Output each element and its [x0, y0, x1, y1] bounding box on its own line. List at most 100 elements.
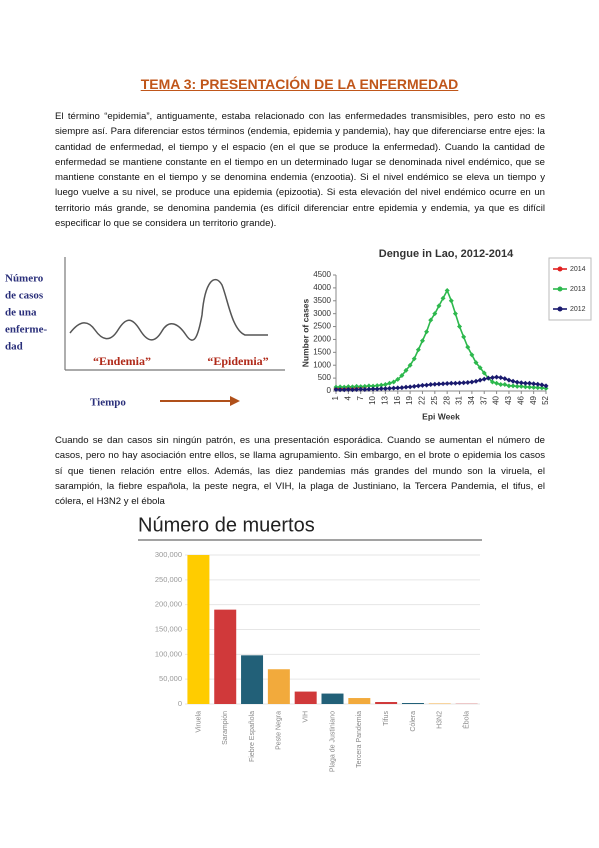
bar	[241, 655, 264, 704]
marker	[391, 379, 397, 385]
marker	[440, 381, 446, 387]
y-tick-label: 0	[327, 386, 332, 395]
marker	[391, 385, 397, 391]
y-tick-label: 50,000	[159, 674, 182, 683]
endemia-label: “Endemia”	[93, 354, 151, 368]
x-tick-label: 31	[455, 395, 464, 404]
marker	[366, 383, 372, 389]
marker	[448, 298, 454, 304]
y-tick-label: 2000	[313, 335, 331, 344]
x-tick-label: 4	[343, 395, 352, 400]
marker	[473, 378, 479, 384]
y-tick-label: 200,000	[155, 600, 182, 609]
y-tick-label: 3000	[313, 309, 331, 318]
marker	[424, 382, 430, 388]
marker	[354, 386, 360, 392]
marker	[444, 381, 450, 387]
marker	[465, 344, 471, 350]
marker	[436, 381, 442, 387]
marker	[461, 334, 467, 340]
marker	[432, 381, 438, 387]
marker	[473, 360, 479, 366]
y-label: de casos	[5, 290, 44, 302]
marker	[382, 386, 388, 392]
marker	[374, 383, 380, 389]
x-tick-label: 34	[467, 395, 476, 404]
marker	[457, 380, 463, 386]
y-tick-label: 100,000	[155, 649, 182, 658]
x-tick-label: 19	[405, 395, 414, 404]
marker	[510, 383, 516, 389]
marker	[436, 303, 442, 309]
marker	[333, 386, 339, 392]
x-tick-label: 43	[504, 395, 513, 404]
marker	[489, 375, 495, 381]
marker	[366, 386, 372, 392]
x-tick-label: 10	[368, 395, 377, 404]
marker	[403, 384, 409, 390]
bar	[214, 609, 237, 704]
y-tick-label: 1500	[313, 347, 331, 356]
marker	[485, 375, 491, 381]
marker	[378, 382, 384, 388]
y-label: enferme-	[5, 324, 47, 336]
bar	[348, 698, 371, 704]
marker	[444, 287, 450, 293]
x-tick-label: 46	[516, 395, 525, 404]
marker	[428, 382, 434, 388]
legend-label: 2014	[570, 266, 586, 273]
marker	[370, 386, 376, 392]
marker	[514, 379, 520, 385]
x-tick-label: 25	[430, 395, 439, 404]
marker	[498, 382, 504, 388]
x-tick-label: 13	[381, 395, 390, 404]
curve	[69, 278, 268, 341]
marker	[469, 352, 475, 358]
marker	[432, 311, 438, 317]
marker	[477, 377, 483, 383]
y-tick-label: 150,000	[155, 624, 182, 633]
marker	[419, 382, 425, 388]
marker	[358, 384, 364, 390]
marker	[494, 380, 500, 386]
y-tick-label: 0	[178, 699, 182, 708]
y-tick-label: 1000	[313, 360, 331, 369]
deaths-chart: Número de muertos 0 50,000 100,000 150,000 20…	[138, 514, 482, 772]
marker	[527, 380, 533, 386]
marker	[374, 386, 380, 392]
marker	[535, 381, 541, 387]
series-line	[335, 288, 547, 390]
marker	[469, 379, 475, 385]
marker	[399, 385, 405, 391]
endemic-diagram: Número de casos de una enferme- dad Tiem…	[5, 257, 285, 409]
marker	[510, 378, 516, 384]
chart-title: Dengue in Lao, 2012-2014	[379, 248, 514, 260]
marker	[452, 380, 458, 386]
marker	[407, 362, 413, 368]
marker	[518, 383, 524, 389]
marker	[354, 383, 360, 389]
x-tick-label: 49	[529, 395, 538, 404]
marker	[337, 384, 343, 390]
marker	[481, 376, 487, 382]
bar	[375, 702, 398, 704]
marker	[502, 382, 508, 388]
y-tick-label: 300,000	[155, 550, 182, 559]
x-tick-label: Sarampión	[222, 711, 229, 745]
marker	[411, 356, 417, 362]
title: TEMA 3: PRESENTACIÓN DE LA ENFERMEDAD	[140, 76, 459, 92]
marker	[411, 383, 417, 389]
marker	[387, 385, 393, 391]
legend-swatch	[557, 286, 563, 292]
marker	[506, 383, 512, 389]
y-label: dad	[5, 341, 23, 353]
x-axis-label: Epi Week	[422, 411, 460, 421]
legend-swatch	[557, 266, 563, 272]
marker	[461, 380, 467, 386]
marker	[518, 380, 524, 386]
x-tick-label: Viruela	[195, 711, 202, 733]
marker	[522, 384, 528, 390]
x-tick-label: 28	[442, 395, 451, 404]
chart-title: Número de muertos	[138, 514, 315, 536]
x-tick-label: Plaga de Justiniano	[329, 711, 336, 772]
